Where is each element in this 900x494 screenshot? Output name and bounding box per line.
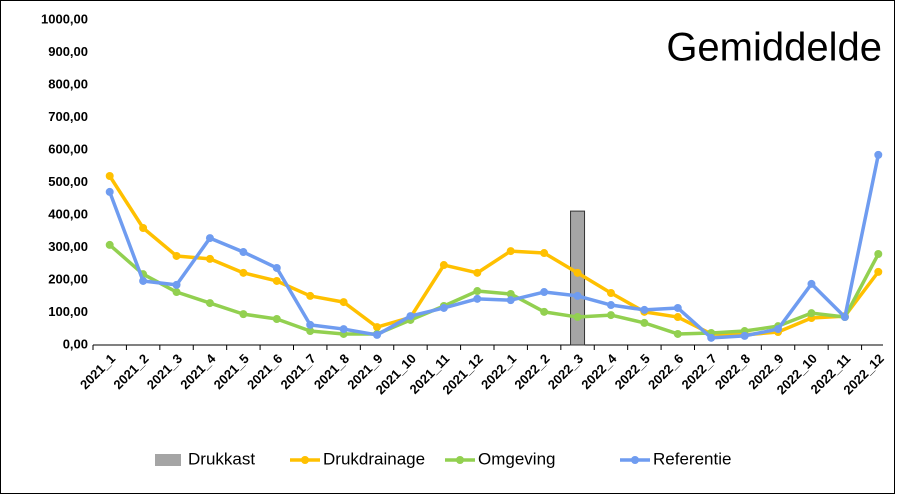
marker bbox=[272, 263, 281, 272]
marker bbox=[573, 313, 582, 322]
marker bbox=[306, 320, 315, 329]
marker bbox=[105, 187, 114, 196]
y-tick-label: 800,00 bbox=[48, 76, 88, 91]
chart-title: Gemiddelde bbox=[666, 26, 882, 70]
marker bbox=[439, 261, 448, 270]
y-tick-label: 600,00 bbox=[48, 141, 88, 156]
marker bbox=[640, 318, 649, 327]
marker bbox=[640, 305, 649, 314]
marker bbox=[740, 331, 749, 340]
marker bbox=[573, 291, 582, 300]
y-tick-label: 300,00 bbox=[48, 239, 88, 254]
marker bbox=[139, 224, 148, 232]
marker bbox=[673, 313, 682, 322]
y-tick-label: 900,00 bbox=[48, 44, 88, 59]
marker bbox=[172, 251, 181, 260]
marker bbox=[774, 325, 783, 334]
marker bbox=[840, 313, 849, 322]
legend-swatch bbox=[301, 456, 309, 464]
marker bbox=[373, 323, 382, 332]
marker bbox=[239, 310, 248, 319]
marker bbox=[874, 150, 883, 159]
marker bbox=[807, 279, 816, 288]
marker bbox=[473, 268, 482, 277]
marker bbox=[673, 303, 682, 312]
marker bbox=[506, 247, 515, 256]
legend-label: Drukdrainage bbox=[323, 449, 425, 468]
marker bbox=[339, 298, 348, 307]
marker bbox=[272, 276, 281, 285]
marker bbox=[205, 299, 214, 308]
legend-label: Referentie bbox=[653, 449, 731, 468]
marker bbox=[540, 307, 549, 316]
y-tick-label: 1000,00 bbox=[41, 11, 88, 26]
marker bbox=[707, 333, 716, 342]
marker bbox=[306, 291, 315, 300]
marker bbox=[105, 172, 114, 180]
marker bbox=[606, 289, 615, 297]
marker bbox=[673, 329, 682, 338]
marker bbox=[172, 280, 181, 289]
marker bbox=[105, 240, 114, 249]
marker bbox=[473, 294, 482, 303]
legend-label: Drukkast bbox=[188, 449, 255, 468]
line bbox=[108, 154, 881, 340]
legend-swatch bbox=[631, 456, 639, 464]
legend-swatch bbox=[155, 454, 181, 466]
y-tick-label: 500,00 bbox=[48, 174, 88, 189]
marker bbox=[540, 288, 549, 297]
marker bbox=[306, 327, 315, 336]
marker bbox=[506, 296, 515, 305]
legend-label: Omgeving bbox=[478, 449, 555, 468]
marker bbox=[606, 301, 615, 310]
legend-swatch bbox=[456, 456, 464, 464]
y-tick-label: 100,00 bbox=[48, 304, 88, 319]
y-tick-label: 700,00 bbox=[48, 109, 88, 124]
marker bbox=[874, 250, 883, 258]
marker bbox=[540, 249, 549, 258]
marker bbox=[606, 311, 615, 320]
marker bbox=[272, 315, 281, 323]
marker bbox=[239, 248, 248, 257]
y-tick-label: 200,00 bbox=[48, 271, 88, 286]
marker bbox=[473, 287, 482, 296]
line bbox=[108, 243, 880, 336]
marker bbox=[339, 325, 348, 334]
marker bbox=[205, 254, 214, 263]
bar bbox=[570, 210, 586, 346]
marker bbox=[172, 288, 181, 297]
marker bbox=[205, 234, 214, 243]
marker bbox=[874, 267, 883, 276]
marker bbox=[506, 289, 515, 298]
marker bbox=[139, 276, 148, 285]
marker bbox=[439, 303, 448, 312]
marker bbox=[807, 309, 816, 318]
y-tick-label: 0,00 bbox=[63, 336, 88, 351]
marker bbox=[239, 268, 248, 277]
marker bbox=[573, 268, 582, 277]
marker bbox=[373, 330, 382, 339]
marker bbox=[406, 312, 415, 321]
y-tick-label: 400,00 bbox=[48, 206, 88, 221]
